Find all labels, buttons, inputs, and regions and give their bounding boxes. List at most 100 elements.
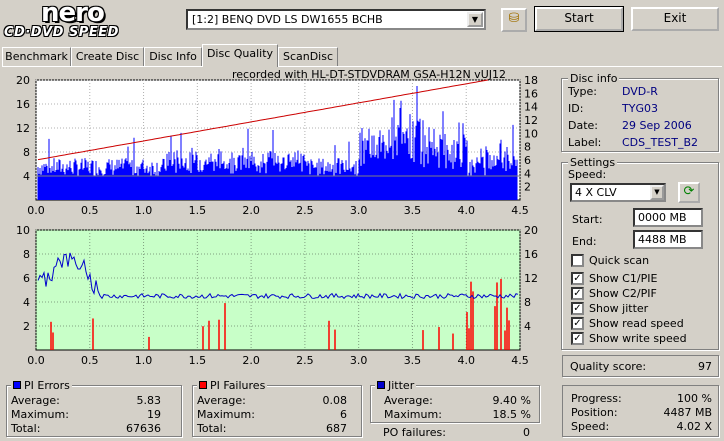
logo-cdspeed-text: CD·DVD SPEED [4, 25, 119, 40]
read-speed-line [37, 79, 489, 161]
nero-logo: nero CD·DVD SPEED [4, 0, 164, 42]
pi-errors-title: PI Errors [11, 379, 72, 392]
tab-panel-border [2, 66, 722, 67]
pi-failures-legend-swatch [199, 381, 207, 389]
x-tick-label: 3.0 [350, 354, 368, 367]
x-tick-label: 1.5 [189, 204, 207, 217]
chevron-down-icon[interactable]: ▼ [650, 185, 664, 200]
logo-nero-text: nero [41, 0, 105, 28]
x-tick-label: 4.5 [511, 354, 529, 367]
y-tick-label: 2 [23, 320, 30, 333]
pi-errors-series [37, 86, 518, 200]
show-c1-checkbox[interactable]: ✓ [571, 272, 584, 285]
y-right-tick-label: 6 [524, 154, 531, 167]
quality-score-box: Quality score: 97 [562, 355, 719, 377]
show-jitter-checkbox[interactable]: ✓ [571, 302, 584, 315]
y-right-tick-label: 20 [524, 224, 538, 237]
x-tick-label: 4.0 [457, 354, 475, 367]
pi-errors-ticks: 0.0 0.5 1.0 1.5 2.0 2.5 3.0 3.5 4.0 4.54812162024… [16, 74, 538, 217]
refresh-button[interactable]: ⟳ [678, 182, 700, 203]
disc-icon: ⛁ [508, 11, 520, 26]
pi-errors-total-value: 67636 [126, 422, 161, 435]
y-tick-label: 8 [23, 146, 30, 159]
show-read-speed-checkbox[interactable]: ✓ [571, 317, 584, 330]
y-tick-label: 12 [16, 122, 30, 135]
x-tick-label: 4.0 [457, 204, 475, 217]
pi-failures-group: PI Failures Average: 0.08 Maximum: 6 Tot… [192, 379, 362, 437]
y-tick-label: 4 [23, 296, 30, 309]
y-tick-label: 16 [16, 98, 30, 111]
show-write-speed-checkbox[interactable]: ✓ [571, 332, 584, 345]
y-right-tick-label: 4 [524, 167, 531, 180]
jitter-title: Jitter [375, 379, 417, 392]
quick-scan-checkbox[interactable] [571, 254, 584, 267]
charts-area: 0.0 0.5 1.0 1.5 2.0 2.5 3.0 3.5 4.0 4.54812162024… [16, 74, 538, 367]
pi-errors-max-label: Maximum: [11, 408, 69, 421]
start-button[interactable]: Start [534, 6, 624, 32]
disc-info-title: Disc info [568, 72, 620, 85]
current-speed-value: 4.02 X [676, 420, 712, 433]
x-tick-label: 0.0 [27, 354, 45, 367]
speed-select[interactable]: 4 X CLV ▼ [570, 183, 666, 202]
tab-benchmark[interactable]: Benchmark [2, 47, 71, 67]
end-input[interactable]: 4488 MB [633, 230, 703, 249]
jitter-line [37, 252, 519, 300]
pi-errors-title-text: PI Errors [24, 379, 70, 392]
eject-button[interactable]: ⛁ [501, 8, 527, 32]
y-right-tick-label: 8 [524, 141, 531, 154]
exit-button[interactable]: Exit [631, 7, 719, 31]
position-label: Position: [571, 406, 618, 419]
drive-select[interactable]: [1:2] BENQ DVD LS DW1655 BCHB ▼ [186, 9, 486, 30]
speed-label: Speed: [568, 168, 607, 181]
y-tick-label: 10 [16, 224, 30, 237]
disc-date-label: Date: [568, 119, 598, 132]
quick-scan-label: Quick scan [589, 254, 650, 267]
y-tick-label: 20 [16, 74, 30, 87]
po-failures-value: 0 [523, 426, 530, 439]
x-tick-label: 4.5 [511, 204, 529, 217]
pi-failures-title-text: PI Failures [210, 379, 266, 392]
tab-disc-info[interactable]: Disc Info [144, 47, 202, 67]
pi-failures-plot-area [35, 229, 521, 351]
x-tick-label: 1.0 [135, 354, 153, 367]
y-right-tick-label: 4 [524, 320, 531, 333]
x-tick-label: 3.0 [350, 204, 368, 217]
x-tick-label: 0.5 [81, 354, 99, 367]
x-tick-label: 3.5 [404, 204, 422, 217]
pi-errors-total-label: Total: [11, 422, 41, 435]
pi-failures-ticks: 0.0 0.5 1.0 1.5 2.0 2.5 3.0 3.5 4.0 4.5 2 4 6 8 10 4 8 12… [16, 224, 538, 367]
pi-failures-grid [35, 229, 521, 350]
y-right-tick-label: 12 [524, 272, 538, 285]
y-right-tick-label: 14 [524, 101, 538, 114]
x-tick-label: 3.5 [404, 354, 422, 367]
tab-scandisc[interactable]: ScanDisc [278, 47, 338, 67]
speed-select-value: 4 X CLV [575, 186, 617, 199]
show-c2-checkbox[interactable]: ✓ [571, 287, 584, 300]
jitter-max-value: 18.5 % [492, 408, 531, 421]
x-tick-label: 0.5 [81, 204, 99, 217]
y-right-tick-label: 2 [524, 181, 531, 194]
progress-box: Progress: 100 % Position: 4487 MB Speed:… [562, 385, 719, 437]
x-tick-label: 0.0 [27, 204, 45, 217]
pi-failures-total-value: 687 [326, 422, 347, 435]
settings-title: Settings [568, 156, 618, 169]
tab-create-disc[interactable]: Create Disc [71, 47, 144, 67]
y-right-tick-label: 8 [524, 296, 531, 309]
tab-disc-quality[interactable]: Disc Quality [202, 44, 278, 67]
disc-type-value: DVD-R [622, 85, 658, 98]
disc-info-group: Disc info Type: DVD-R ID: TYG03 Date: 29… [561, 72, 719, 152]
pi-failures-title: PI Failures [197, 379, 268, 392]
pi-failures-avg-label: Average: [197, 394, 246, 407]
start-input[interactable]: 0000 MB [633, 208, 703, 227]
quality-score-label: Quality score: [570, 360, 647, 373]
y-right-tick-label: 10 [524, 127, 538, 140]
x-tick-label: 2.0 [242, 204, 260, 217]
jitter-legend-swatch [377, 381, 385, 389]
position-value: 4487 MB [663, 406, 712, 419]
chevron-down-icon[interactable]: ▼ [467, 12, 483, 27]
pi-errors-legend-swatch [13, 381, 21, 389]
jitter-group: Jitter Average: 9.40 % Maximum: 18.5 % [370, 379, 540, 423]
show-write-speed-label: Show write speed [589, 332, 687, 345]
x-tick-label: 1.5 [189, 354, 207, 367]
pi-failures-max-label: Maximum: [197, 408, 255, 421]
